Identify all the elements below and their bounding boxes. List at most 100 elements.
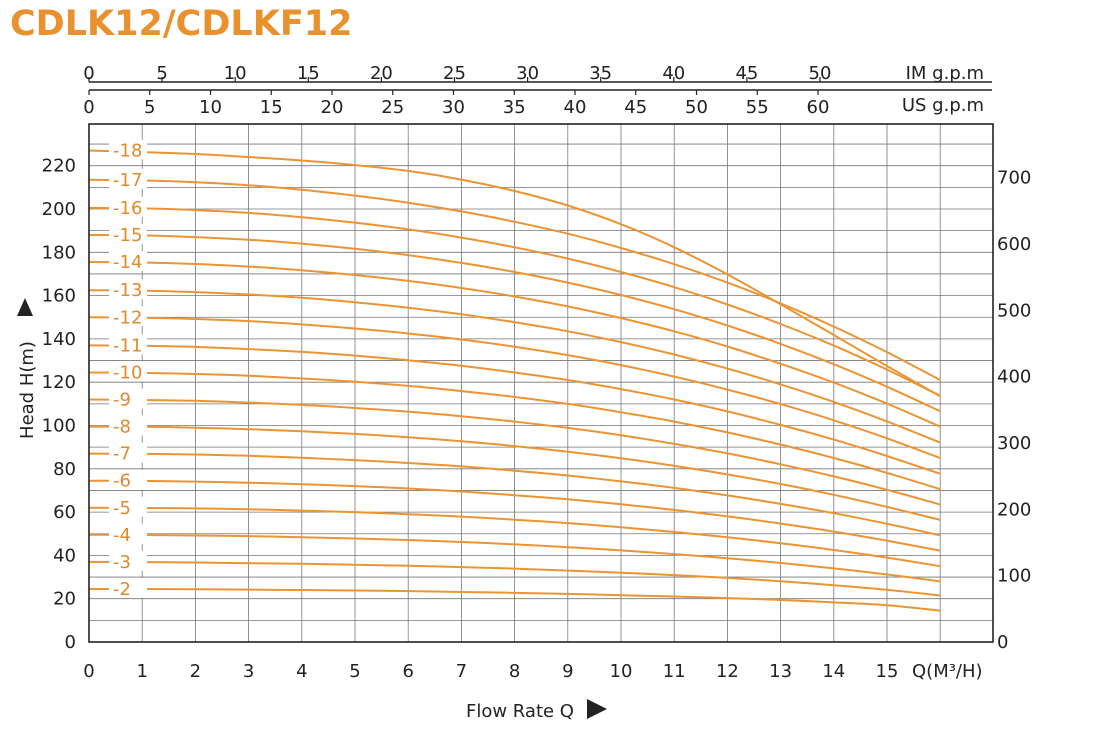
curve-stage-18 <box>88 149 941 398</box>
y-tick-label: 0 <box>65 632 76 653</box>
im-gpm-tick-label: 0 <box>83 63 94 84</box>
x-tick-label: 2 <box>190 661 201 682</box>
curve-stage-9 <box>88 398 941 506</box>
im-gpm-tick-label: 35 <box>589 63 612 84</box>
x-tick-label: 7 <box>456 661 467 682</box>
stage-label-bg <box>109 139 147 160</box>
curve-stage-12 <box>88 316 941 459</box>
us-gpm-tick-label: 60 <box>807 97 830 118</box>
y-tick-label: 220 <box>42 156 76 177</box>
stage-label-bg <box>109 334 147 355</box>
stage-label: -7 <box>113 444 131 465</box>
curve-stage-11 <box>88 344 941 475</box>
y2-tick-label: 0 <box>997 632 1008 653</box>
stage-label-bg <box>109 388 147 409</box>
curve-stage-16 <box>88 206 941 397</box>
stage-label: -15 <box>113 225 142 246</box>
curve-stage-10 <box>88 371 941 491</box>
x-tick-label: 5 <box>349 661 360 682</box>
stage-label: -11 <box>113 335 142 356</box>
x-tick-label: 4 <box>296 661 307 682</box>
y-tick-label: 80 <box>53 459 76 480</box>
im-gpm-tick-label: 45 <box>735 63 758 84</box>
y-axis-arrow-icon <box>17 298 33 316</box>
us-gpm-tick-label: 30 <box>442 97 465 118</box>
curve-stage-3 <box>88 560 941 597</box>
stage-label: -4 <box>113 525 131 546</box>
stage-label-bg <box>109 306 147 327</box>
y2-tick-label: 200 <box>997 499 1031 520</box>
stage-label: -14 <box>113 252 142 273</box>
y-tick-label: 160 <box>42 286 76 307</box>
x-axis-title: Flow Rate Q <box>466 701 574 722</box>
x-tick-label: 14 <box>822 661 845 682</box>
im-gpm-tick-label: 50 <box>809 63 832 84</box>
y2-tick-label: 600 <box>997 234 1031 255</box>
im-gpm-tick-label: 10 <box>224 63 247 84</box>
x-tick-label: 3 <box>243 661 254 682</box>
us-gpm-tick-label: 50 <box>685 97 708 118</box>
stage-label-bg <box>109 577 147 598</box>
im-gpm-tick-label: 30 <box>516 63 539 84</box>
stage-label-bg <box>109 279 147 300</box>
stage-label-bg <box>109 415 147 436</box>
y-tick-label: 200 <box>42 199 76 220</box>
y-axis-title: Head H(m) <box>17 341 38 439</box>
x-tick-label: 12 <box>716 661 739 682</box>
us-gpm-tick-label: 10 <box>199 97 222 118</box>
im-gpm-tick-label: 15 <box>297 63 320 84</box>
y-tick-label: 40 <box>53 545 76 566</box>
axes: 0 1 2 3 4 5 6 7 8 9 10 11 12 13 14 15020406080100120140… <box>42 63 1032 682</box>
y-tick-label: 180 <box>42 242 76 263</box>
stage-label: -8 <box>113 417 131 438</box>
y2-tick-label: 300 <box>997 433 1031 454</box>
us-gpm-tick-label: 45 <box>624 97 647 118</box>
stage-label: -3 <box>113 552 131 573</box>
curve-stage-15 <box>88 234 941 413</box>
curve-stage-4 <box>88 533 941 583</box>
y2-tick-label: 100 <box>997 566 1031 587</box>
us-gpm-tick-label: 0 <box>83 97 94 118</box>
y2-tick-label: 400 <box>997 367 1031 388</box>
y-tick-label: 120 <box>42 372 76 393</box>
im-gpm-tick-label: 20 <box>370 63 393 84</box>
y-tick-label: 140 <box>42 329 76 350</box>
x-tick-label: 8 <box>509 661 520 682</box>
us-gpm-tick-label: 25 <box>381 97 404 118</box>
stage-label-bg <box>109 496 147 517</box>
top-axis-2-label: US g.p.m <box>902 95 984 116</box>
y2-tick-label: 700 <box>997 168 1031 189</box>
im-gpm-tick-label: 25 <box>443 63 466 84</box>
curve-stage-14 <box>88 261 941 428</box>
performance-curves <box>88 149 941 612</box>
stage-label: -12 <box>113 307 142 328</box>
stage-label: -17 <box>113 170 142 191</box>
grid-lines <box>89 124 993 642</box>
x-tick-label: 11 <box>663 661 686 682</box>
y-tick-label: 60 <box>53 502 76 523</box>
curve-stage-2 <box>88 587 941 612</box>
stage-label: -10 <box>113 362 142 383</box>
curve-stage-7 <box>88 452 941 537</box>
stage-label: -18 <box>113 141 142 162</box>
x-axis-arrow-icon <box>587 699 607 719</box>
stage-label-bg <box>109 168 147 189</box>
stage-label-bg <box>109 223 147 244</box>
stage-label: -5 <box>113 498 131 519</box>
y-tick-label: 100 <box>42 416 76 437</box>
stage-label-bg <box>109 361 147 382</box>
stage-label: -6 <box>113 471 131 492</box>
stage-label: -2 <box>113 579 131 600</box>
x-tick-label: 0 <box>83 661 94 682</box>
x-tick-label: 13 <box>769 661 792 682</box>
x-tick-label: 15 <box>876 661 899 682</box>
stage-label-bg <box>109 196 147 217</box>
stage-label-bg <box>109 523 147 544</box>
x-unit-label: Q(M³/H) <box>912 661 983 682</box>
y-tick-label: 20 <box>53 589 76 610</box>
x-tick-label: 9 <box>562 661 573 682</box>
stage-label-bg <box>109 251 147 272</box>
top-axis-1-label: IM g.p.m <box>906 63 984 84</box>
im-gpm-tick-label: 5 <box>156 63 167 84</box>
